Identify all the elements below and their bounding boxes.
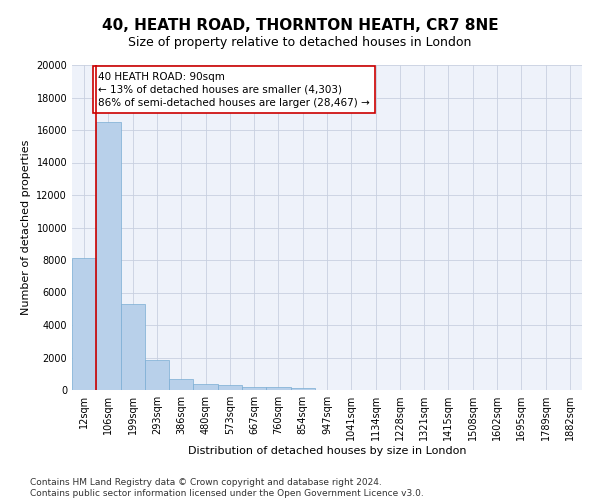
Text: 40 HEATH ROAD: 90sqm
← 13% of detached houses are smaller (4,303)
86% of semi-de: 40 HEATH ROAD: 90sqm ← 13% of detached h… <box>98 72 370 108</box>
Text: 40, HEATH ROAD, THORNTON HEATH, CR7 8NE: 40, HEATH ROAD, THORNTON HEATH, CR7 8NE <box>101 18 499 32</box>
Text: Size of property relative to detached houses in London: Size of property relative to detached ho… <box>128 36 472 49</box>
Bar <box>290 388 315 390</box>
Bar <box>266 387 290 390</box>
Bar <box>121 304 145 390</box>
Y-axis label: Number of detached properties: Number of detached properties <box>21 140 31 315</box>
Bar <box>193 384 218 390</box>
Bar <box>72 258 96 390</box>
Bar <box>242 387 266 390</box>
Bar <box>169 378 193 390</box>
Bar <box>96 122 121 390</box>
Text: Contains HM Land Registry data © Crown copyright and database right 2024.
Contai: Contains HM Land Registry data © Crown c… <box>30 478 424 498</box>
Bar <box>145 360 169 390</box>
X-axis label: Distribution of detached houses by size in London: Distribution of detached houses by size … <box>188 446 466 456</box>
Bar <box>218 386 242 390</box>
